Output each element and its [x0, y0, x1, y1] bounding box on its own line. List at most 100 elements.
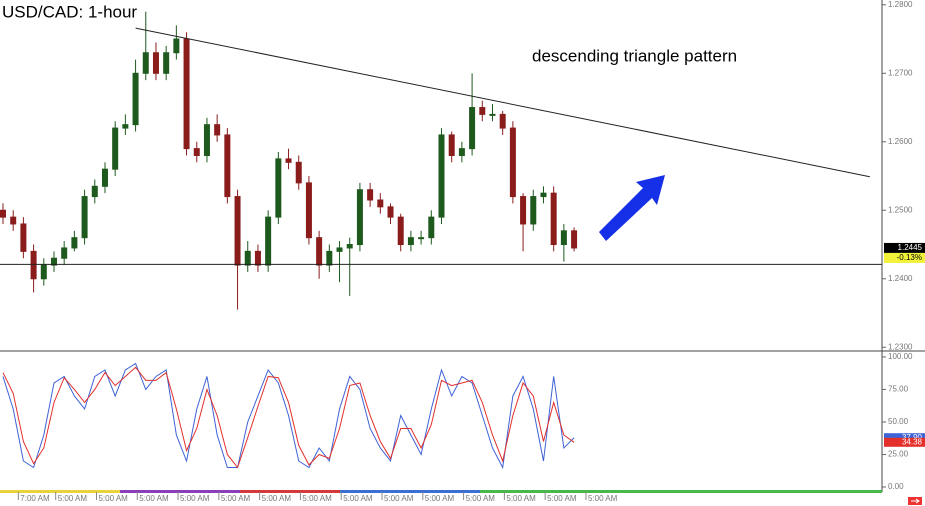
candle-body — [377, 199, 384, 208]
y-tick-label: 1.2700 — [888, 68, 913, 77]
x-tick-label: 5:00 AM — [547, 494, 577, 503]
candle-body — [101, 168, 108, 187]
candle-body — [50, 257, 57, 266]
candle-body — [265, 216, 272, 266]
x-tick-label: 7:00 AM — [20, 494, 50, 503]
x-tick-label: 5:00 AM — [425, 494, 455, 503]
strip — [240, 490, 340, 493]
candle-body — [214, 124, 221, 136]
candle-body — [132, 72, 139, 126]
last-value-box — [884, 437, 925, 447]
candle-body — [316, 237, 323, 266]
x-tick-label: 5:00 AM — [384, 494, 414, 503]
x-tick-label: 5:00 AM — [506, 494, 536, 503]
strip — [120, 490, 240, 493]
candle-body — [81, 196, 88, 239]
chart-title: USD/CAD: 1-hour — [2, 2, 137, 21]
candle-body — [112, 127, 119, 170]
candle-body — [305, 182, 312, 239]
candle-body — [71, 237, 78, 249]
candle-body — [356, 189, 363, 246]
candle-body — [254, 250, 261, 266]
annotation: descending triangle pattern — [532, 46, 737, 65]
candle-body — [530, 196, 537, 225]
x-tick-label: 5:00 AM — [180, 494, 210, 503]
candle-body — [0, 209, 6, 218]
y-tick-label: 75.00 — [888, 385, 909, 394]
y-tick-label: 1.2600 — [888, 137, 913, 146]
candle-body — [142, 52, 149, 74]
candle-body — [244, 250, 251, 266]
scroll-icon-arrow — [911, 498, 920, 504]
strip — [0, 490, 120, 493]
y-tick-label: 1.2300 — [888, 342, 913, 351]
candle-body — [560, 230, 567, 246]
arrow — [599, 175, 665, 241]
candle-body — [234, 196, 241, 266]
x-tick-label: 5:00 AM — [139, 494, 169, 503]
session-strip — [0, 490, 882, 493]
candle-body — [193, 148, 200, 156]
candle-body — [367, 189, 374, 201]
candle-body — [428, 216, 435, 239]
trendline — [135, 27, 870, 178]
candle-body — [418, 237, 425, 240]
strip — [340, 490, 480, 493]
x-tick-label: 5:00 AM — [221, 494, 251, 503]
candle-body — [458, 148, 465, 156]
candle-body — [275, 158, 282, 218]
x-tick-label: 5:00 AM — [58, 494, 88, 503]
y-tick-label: 1.2400 — [888, 274, 913, 283]
x-tick-label: 5:00 AM — [262, 494, 292, 503]
candle-body — [285, 158, 292, 163]
y-tick-label: 0.00 — [888, 482, 904, 491]
candle-body — [469, 107, 476, 150]
candle-body — [387, 206, 394, 218]
candle-body — [295, 161, 302, 184]
strip — [480, 490, 882, 493]
stochastic-line — [2, 366, 575, 469]
last-price-box — [884, 242, 925, 253]
x-tick-label: 5:00 AM — [343, 494, 373, 503]
candle-body — [30, 250, 37, 280]
change-box — [884, 252, 925, 263]
candle-body — [448, 134, 455, 156]
candle-body — [224, 134, 231, 198]
candle-body — [550, 192, 557, 246]
last-value-label: 37.90 — [902, 433, 923, 442]
y-tick-label: 100.00 — [888, 352, 913, 361]
candle-body — [397, 216, 404, 246]
candle-body — [336, 247, 343, 252]
candle-body — [407, 237, 414, 246]
candle-body — [489, 113, 496, 116]
candle-body — [152, 52, 159, 74]
last-value-label: 34.38 — [902, 437, 923, 446]
candle-body — [163, 52, 170, 74]
candle-body — [122, 124, 129, 129]
candle-body — [20, 223, 27, 252]
x-tick-label: 5:00 AM — [302, 494, 332, 503]
y-tick-label: 1.2800 — [888, 0, 913, 9]
candle-body — [520, 196, 527, 225]
candle-body — [183, 38, 190, 150]
x-tick-label: 5:00 AM — [588, 494, 618, 503]
y-tick-label: 25.00 — [888, 450, 909, 459]
y-tick-label: 50.00 — [888, 417, 909, 426]
candle-body — [509, 127, 516, 198]
candle-body — [173, 38, 180, 54]
candle-body — [479, 107, 486, 115]
candle-body — [438, 134, 445, 218]
candle-body — [326, 250, 333, 266]
candle-body — [499, 113, 506, 129]
candle-body — [10, 216, 17, 225]
x-tick-label: 5:00 AM — [466, 494, 496, 503]
last-value-box — [884, 433, 925, 443]
change-label: -0.13% — [897, 253, 922, 262]
candle-body — [571, 230, 578, 249]
candle-body — [91, 185, 98, 198]
x-tick-label: 5:00 AM — [98, 494, 128, 503]
candle-body — [40, 264, 47, 280]
candle-body — [203, 124, 210, 156]
